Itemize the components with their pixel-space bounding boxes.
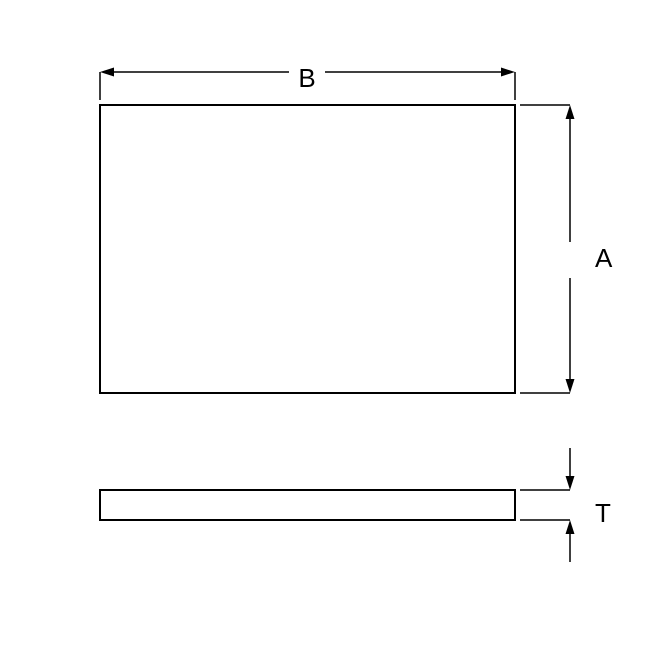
dimension-diagram: B A T	[0, 0, 670, 670]
dimension-b-label: B	[298, 63, 315, 93]
dimension-t-label: T	[595, 498, 611, 528]
dimension-a-label: A	[595, 243, 613, 273]
